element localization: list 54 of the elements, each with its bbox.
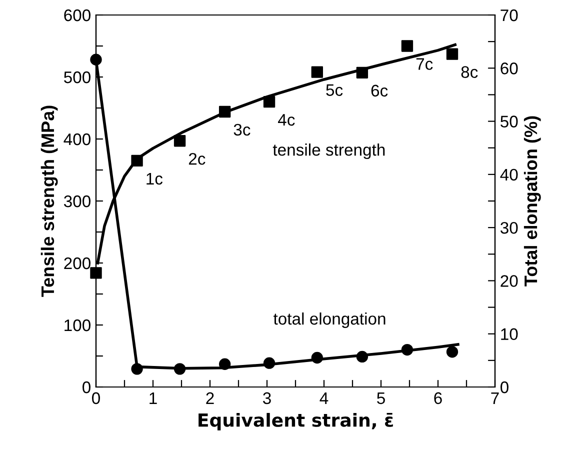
x-tick-label: 0 (92, 392, 100, 404)
point (446, 346, 458, 358)
y2-tick-label: 10 (501, 328, 518, 340)
point (446, 48, 458, 60)
point (356, 350, 368, 363)
point (90, 54, 102, 66)
y2-axis-title: Total elongation (%) (524, 116, 541, 286)
x-tick-label: 6 (434, 392, 442, 404)
y-axis-title: Tensile strength (MPa) (40, 106, 58, 297)
point (263, 96, 276, 108)
x-tick-label: 1 (150, 392, 157, 404)
point (90, 267, 102, 279)
y-tick-label: 500 (64, 71, 90, 84)
x-tick-label: 2 (206, 392, 214, 404)
y-tick-label: 200 (64, 257, 90, 270)
point (131, 154, 143, 167)
x-tick-label: 4 (320, 392, 328, 404)
point (356, 66, 368, 79)
x-tick-label: 7 (491, 392, 499, 404)
y-tick-label: 0 (82, 381, 90, 394)
annotation: 6c (371, 84, 388, 97)
y2-tick-label: 30 (500, 222, 518, 234)
point (311, 352, 324, 364)
y2-tick-label: 40 (500, 168, 518, 181)
annotation: 8c (461, 66, 478, 78)
y-tick-label: 100 (64, 319, 90, 332)
point (263, 357, 276, 369)
point (174, 363, 186, 375)
annotation: 1c (146, 172, 163, 185)
annotation: 7c (416, 58, 433, 70)
y2-tick-label: 50 (500, 116, 518, 128)
x-axis-title: Equivalent strain, ε̄ (198, 412, 393, 430)
point (174, 135, 186, 147)
point (218, 358, 231, 370)
y-tick-label: 600 (64, 9, 90, 22)
point (131, 363, 143, 375)
point (401, 344, 414, 356)
annotation: 5c (326, 84, 343, 96)
annotation: 3c (234, 124, 250, 136)
x-tick-label: 5 (377, 392, 385, 404)
y2-tick-label: 0 (500, 381, 508, 394)
point (218, 106, 231, 118)
text: tensile strength (272, 144, 385, 160)
y-tick-label: 400 (64, 133, 90, 146)
y-tick-label: 300 (64, 195, 90, 208)
annotation: 2c (188, 152, 206, 165)
y2-tick-label: 20 (500, 275, 518, 287)
y2-tick-label: 70 (500, 9, 518, 22)
annotation: 4c (278, 114, 295, 126)
x-tick-label: 3 (263, 392, 271, 404)
point (401, 40, 414, 52)
series-label: total elongation (273, 312, 386, 328)
y2-tick-label: 60 (500, 62, 518, 74)
point (311, 66, 324, 78)
